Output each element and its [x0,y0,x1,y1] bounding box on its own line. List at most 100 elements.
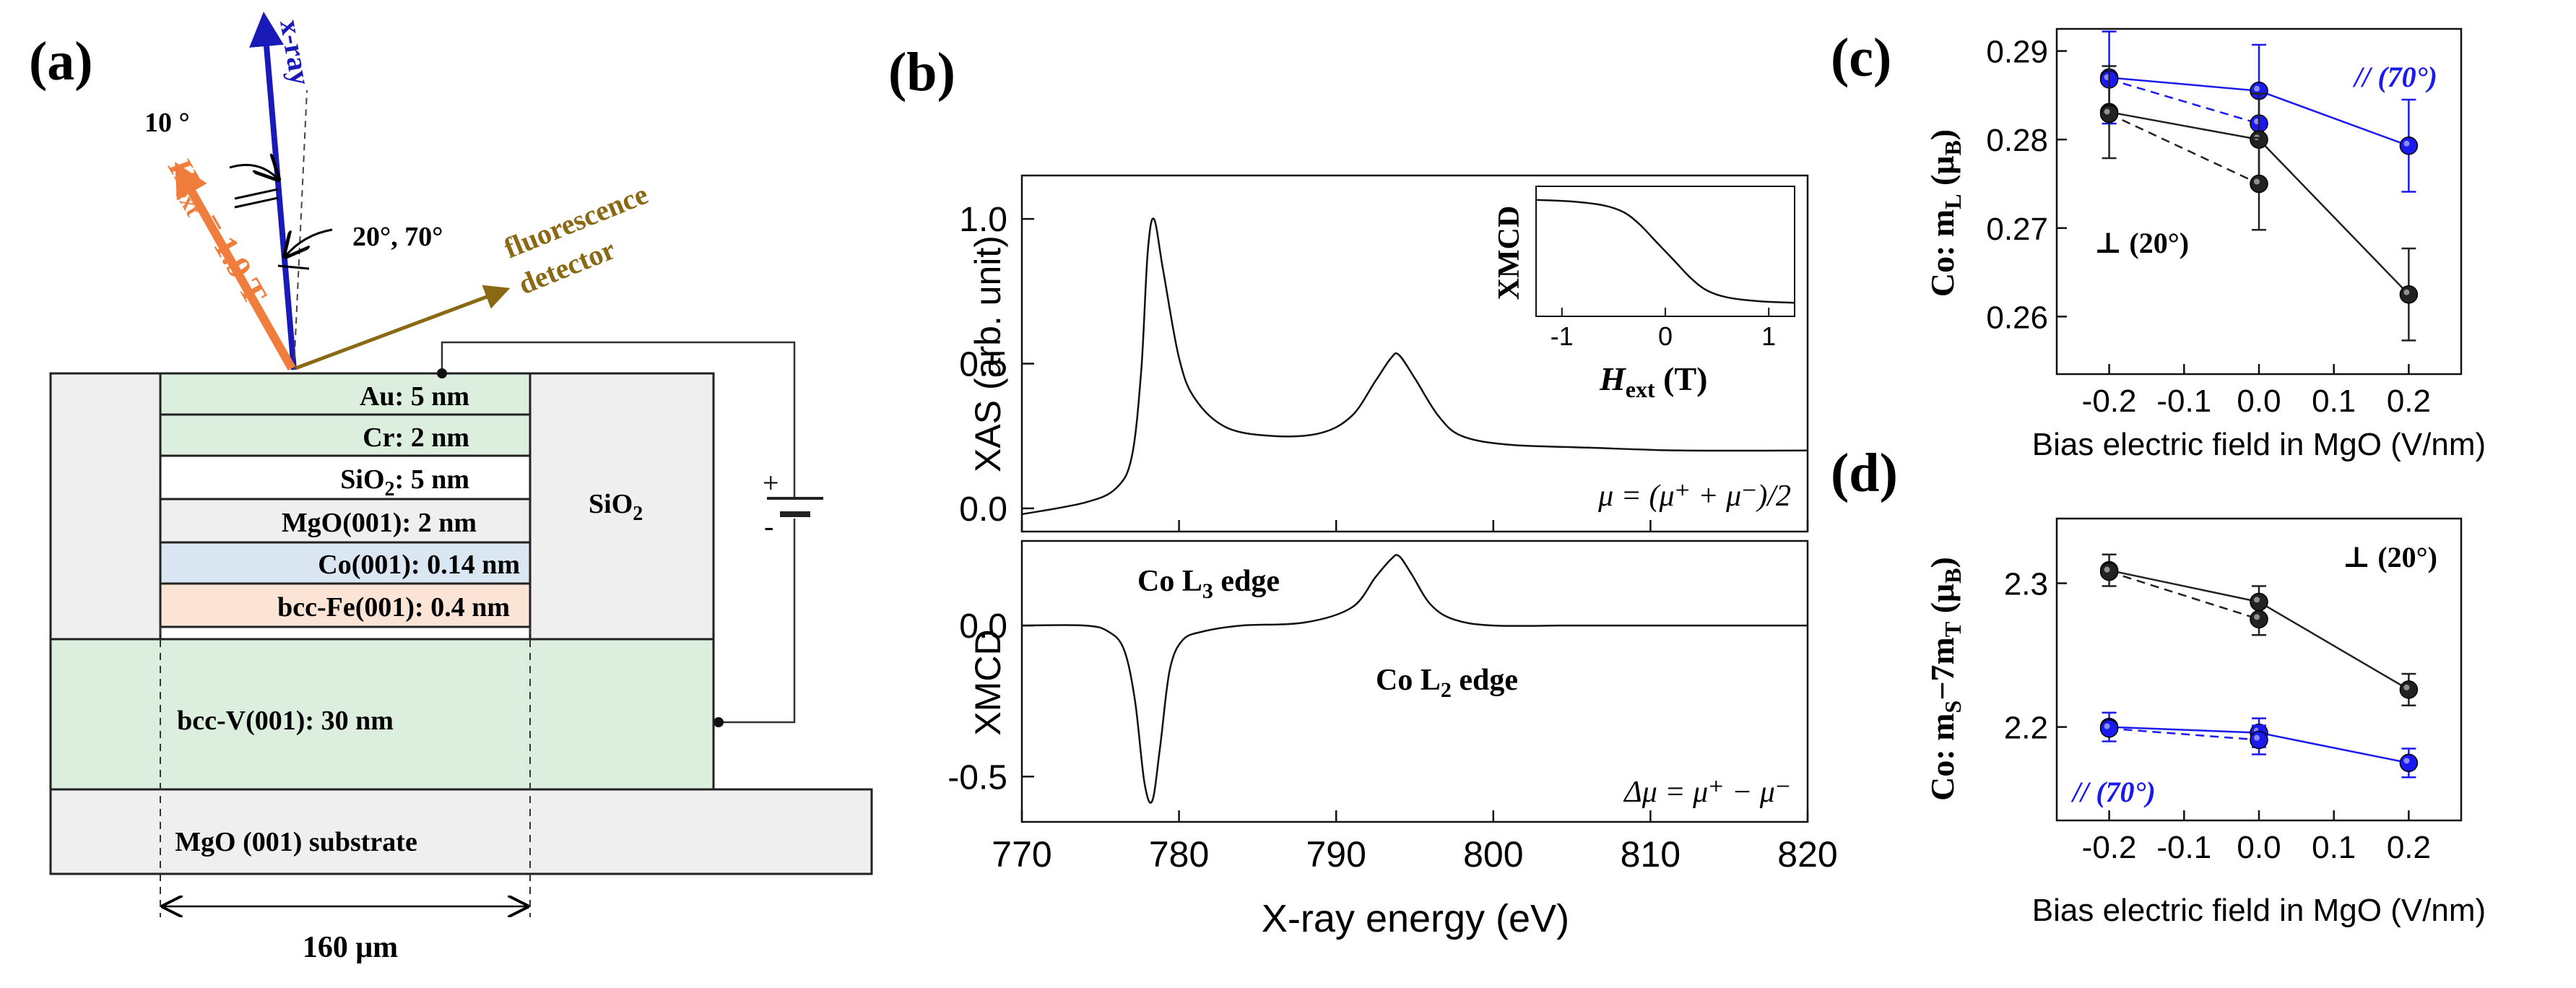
xmcd-ytick-label: -0.5 [947,758,1007,797]
data-point-highlight [2104,566,2110,573]
ms-perp-label: ⊥ (20°) [2343,541,2437,573]
xmcd-ylabel: XMCD [968,629,1008,735]
layer-fe-label: bcc-Fe(001): 0.4 nm [277,592,510,623]
layer-sio2-label: SiO2: 5 nm [340,464,469,500]
hext-arrow [175,162,296,370]
wire-bottom [714,519,796,724]
inset-xtick-label: 0 [1658,321,1673,351]
panel-b-label: (b) [888,42,955,103]
inset-series-line [1535,199,1795,304]
xas-plot-frame [1020,174,1809,533]
inset-xtick-label: -1 [1551,321,1574,351]
angle-10-tick-a [234,188,279,200]
inset-x-ticks: -1 0 1 [1551,308,1776,351]
v-layer-label: bcc-V(001): 30 nm [177,706,394,736]
data-point-highlight [2254,85,2260,92]
ml-ylabel: Co: mL (μB) [1924,129,1966,297]
data-point [2099,104,2119,124]
inset-ylabel: XMCD [1493,206,1526,300]
inset-xtick-label: 1 [1761,321,1776,351]
ytick-label: 0.26 [1986,300,2048,335]
data-point [2399,753,2419,773]
data-point [2250,174,2268,194]
wire-top [441,341,796,497]
panel-d: (d) -0.2 -0.1 0.0 0.1 0.2 2.2 2.3 Co: mS−7mT (… [1831,443,2486,928]
series-line-dashed [2109,78,2260,125]
xmcd-plot-frame [1020,540,1809,823]
data-point-highlight [2403,289,2410,295]
ml-perp-label: ⊥ (20°) [2094,227,2189,259]
data-point [2399,680,2419,699]
x-ticks-b: 770 780 790 800 810 820 [992,520,1838,875]
xtick-label: -0.1 [2156,384,2211,419]
layer-mgo-label: MgO(001): 2 nm [282,508,477,538]
ml-para-label: // (70°) [2352,61,2437,93]
xas-ytick-label: 0.5 [959,346,1007,384]
x-tick-label: 770 [992,834,1051,875]
layer-co-label: Co(001): 0.14 nm [318,550,520,580]
data-point-highlight [2254,597,2260,603]
layer-au [159,372,532,416]
ytick-label: 2.2 [2004,711,2048,746]
ms-series [2099,553,2419,779]
series-line-dashed [2109,571,2260,620]
xtick-label: 0.2 [2387,830,2431,865]
xas-ytick-label: 0.0 [959,490,1007,529]
x-tick-label: 780 [1149,834,1209,875]
panel-a: (a) MgO (001) substrate bcc-V(001): 30 n… [29,12,873,964]
panel-a-label: (a) [29,31,93,92]
data-point-highlight [2403,758,2410,764]
ml-xlabel: Bias electric field in MgO (V/nm) [2032,427,2486,462]
xas-series-line [1021,217,1808,516]
data-point [2399,136,2419,155]
xlabel-b: X-ray energy (eV) [1262,897,1569,940]
xas-ylabel: XAS (arb. unit) [968,235,1008,472]
angle-20-arc [285,228,333,256]
surface-normal [293,90,308,370]
xray-beam [249,12,297,370]
series-line-dashed [2109,113,2260,185]
xtick-label: 0.0 [2237,384,2281,419]
layer-fe [159,582,532,628]
data-point [2250,730,2268,750]
detector-arrow [295,285,511,370]
xtick-label: 0.2 [2387,384,2431,419]
data-point-highlight [2254,734,2260,741]
xtick-label: -0.2 [2082,830,2137,865]
layer-au-label: Au: 5 nm [360,381,469,412]
x-tick-label: 820 [1777,834,1837,875]
xtick-label: 0.1 [2312,384,2356,419]
inset-xlabel: Hext (T) [1599,360,1707,402]
left-block [49,372,162,641]
ms-para-label: // (70°) [2070,776,2156,808]
xas-formula: μ = (μ⁺ + μ⁻)/2 [1597,480,1791,513]
xmcd-series-line [1021,554,1808,804]
contact-top [437,368,447,378]
ml-ticks: -0.2 -0.1 0.0 0.1 0.2 0.26 0.27 0.28 0.29 [1986,35,2431,419]
x-tick-label: 790 [1306,834,1366,875]
xtick-label: -0.1 [2156,830,2211,865]
xtick-label: 0.0 [2237,830,2281,865]
layer-cr [159,413,532,457]
ytick-label: 0.27 [1986,212,2048,247]
data-point [2099,719,2119,738]
xas-ytick-label: 1.0 [959,201,1007,239]
angle-10-tick-b [234,196,279,209]
battery-minus: - [764,510,773,542]
data-point-highlight [2254,614,2260,620]
xmcd-y-ticks: -0.5 0.0 [947,607,1034,797]
ms-ticks: -0.2 -0.1 0.0 0.1 0.2 2.2 2.3 [2004,567,2431,865]
xmcd-formula: Δμ = μ⁺ − μ⁻ [1623,776,1791,809]
substrate-block [49,788,873,875]
hext-label: Hext = 1.9 T [157,151,274,313]
panel-c: (c) -0.2 -0.1 0.0 0.1 0.2 0.26 0.27 0.28 0.29 Co… [1831,27,2486,462]
xmcd-ytick-label: 0.0 [959,607,1007,646]
sio2-block-label: SiO2 [589,489,643,525]
panel-c-label: (c) [1831,27,1891,88]
contact-bottom [714,717,724,727]
ytick-label: 2.3 [2004,567,2048,602]
width-label: 160 μm [303,931,398,964]
l2-edge-label: Co L2 edge [1376,664,1518,702]
data-point-highlight [2104,723,2110,729]
